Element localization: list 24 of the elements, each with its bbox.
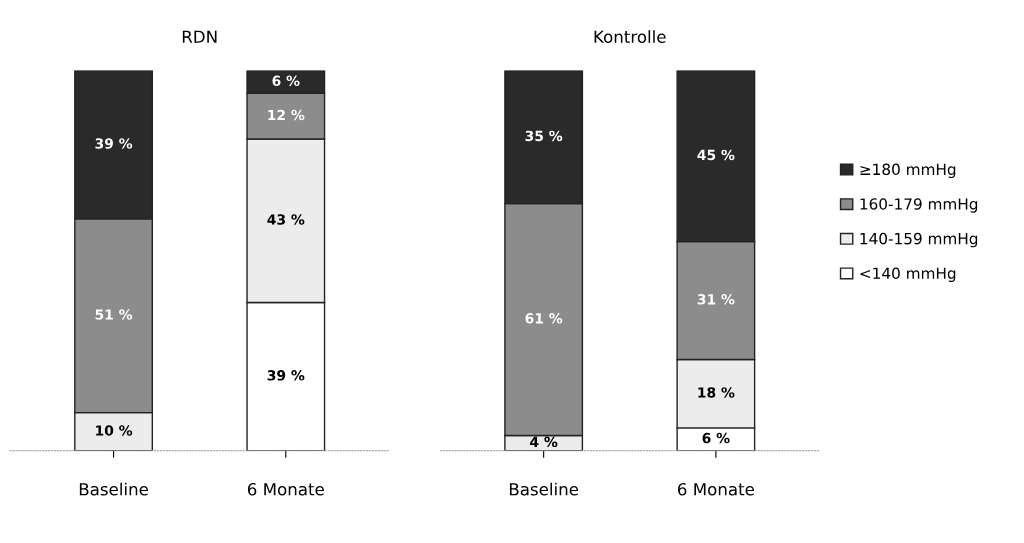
data-label: 51 %: [95, 309, 133, 320]
data-label: 61 %: [525, 313, 563, 324]
x-tick-label: Baseline: [509, 482, 579, 496]
legend-label: 160-179 mmHg: [860, 198, 978, 213]
data-label: 6 %: [272, 75, 300, 87]
data-label: 43 %: [267, 214, 305, 225]
data-label: 39 %: [267, 370, 305, 381]
data-label: 45 %: [697, 149, 735, 161]
chart-title: RDN: [182, 30, 217, 43]
x-tick-label: 6 Monate: [247, 482, 324, 496]
legend-label: <140 mmHg: [860, 267, 956, 282]
data-label: 35 %: [525, 130, 563, 142]
x-tick-label: Baseline: [79, 482, 149, 496]
data-label: 12 %: [268, 109, 305, 121]
legend-label: 140-159 mmHg: [860, 232, 978, 248]
data-label: 31 %: [697, 294, 735, 305]
data-label: 39 %: [95, 138, 133, 149]
data-label: 18 %: [698, 387, 735, 398]
data-label: 10 %: [96, 425, 133, 436]
data-label: 4 %: [530, 436, 558, 448]
x-tick-label: 6 Monate: [678, 482, 754, 496]
data-label: 6 %: [702, 432, 730, 444]
chart-title: Kontrolle: [594, 30, 666, 44]
legend-label: ≥180 mmHg: [860, 163, 956, 179]
